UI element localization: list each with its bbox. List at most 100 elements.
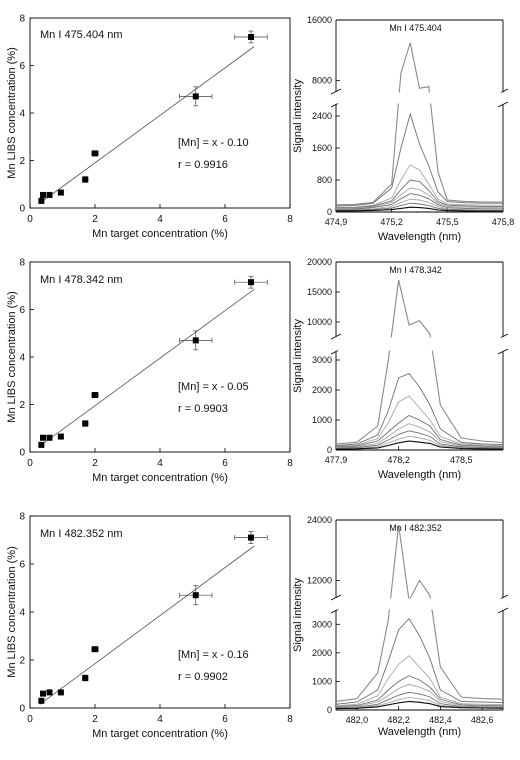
x-tick-label: 482,2	[387, 715, 410, 725]
spectrum-series-6	[335, 193, 503, 210]
fit-equation: [Mn] = x - 0.05	[178, 381, 249, 393]
y-tick-label: 2000	[312, 385, 332, 395]
spectrum-series-5	[335, 423, 504, 449]
spectrum-title: Mn I 478.342	[389, 265, 442, 275]
data-point	[38, 197, 45, 204]
y-tick-label: 2	[19, 156, 25, 167]
spectrum-series-4	[335, 414, 504, 448]
data-point	[57, 433, 64, 440]
correlation-coefficient: r = 0.9903	[178, 403, 228, 415]
y-tick-label: 2000	[312, 648, 332, 658]
y-tick-label: 2	[19, 656, 25, 667]
axis-break-gap	[337, 337, 502, 351]
data-point	[82, 675, 89, 681]
spectrum-series-2	[335, 617, 504, 705]
y-tick-label: 3000	[312, 619, 332, 629]
y-tick-label: 8	[19, 258, 25, 269]
x-tick-label: 2	[92, 458, 98, 469]
y-tick-label: 0	[327, 207, 332, 217]
y-tick-label: 4	[19, 109, 25, 120]
spectrum-baseline	[335, 440, 504, 450]
y-tick-label: 10000	[307, 317, 332, 327]
data-point	[38, 441, 45, 448]
data-point	[38, 697, 45, 704]
calibration-plot-2: 0 2 4 6 8 0 2 4 6 8 Mn I 478.342 nm Mn target conce…	[6, 258, 293, 485]
data-point	[248, 534, 254, 541]
correlation-coefficient: r = 0.9902	[178, 671, 228, 683]
x-axis-label: Wavelength (nm)	[378, 231, 461, 243]
y-tick-label: 8	[19, 512, 25, 523]
data-point	[92, 150, 98, 157]
axis-break-gap	[337, 598, 502, 610]
y-tick-label: 20000	[307, 257, 332, 267]
axis-break-mark	[497, 101, 509, 108]
y-tick-label: 2400	[312, 111, 332, 121]
x-tick-label: 474,9	[325, 217, 348, 227]
axis-break-mark	[330, 594, 342, 601]
x-axis-label: Mn target concentration (%)	[92, 228, 228, 240]
x-tick-label: 478,5	[450, 455, 473, 465]
spectrum-plot-2: 477,9 478,2 478,5 0 1000 2000 3000 10000 15000 20…	[292, 257, 509, 481]
y-tick-label: 0	[327, 705, 332, 715]
spectrum-series-1	[335, 279, 504, 445]
x-axis-label: Mn target concentration (%)	[92, 472, 228, 484]
spectrum-series-6	[335, 430, 504, 449]
plot-frame	[29, 17, 291, 209]
y-tick-label: 6	[19, 560, 25, 571]
spectrum-series-3	[335, 655, 504, 707]
fit-equation: [Mn] = x - 0.16	[178, 649, 249, 661]
spectrum-plot-1: 474,9 475,2 475,5 475,8 0 800 1600 2400 8000 1600…	[292, 15, 514, 243]
y-tick-label: 24000	[307, 515, 332, 525]
spectrum-baseline	[336, 206, 503, 212]
spectrum-series-4	[335, 179, 503, 209]
x-tick-label: 475,2	[380, 217, 403, 227]
x-axis-label: Mn target concentration (%)	[92, 728, 228, 740]
data-point	[248, 34, 254, 40]
x-tick-label: 4	[157, 714, 163, 725]
axis-break-mark	[497, 607, 509, 614]
x-tick-label: 482,0	[346, 715, 369, 725]
y-tick-label: 15000	[307, 287, 332, 297]
axis-break-mark	[330, 88, 342, 95]
y-tick-label: 6	[19, 305, 25, 316]
y-tick-label: 4	[19, 608, 25, 619]
data-point	[248, 279, 254, 286]
data-point	[46, 191, 53, 198]
spectrum-series-6	[335, 691, 504, 709]
y-tick-label: 16000	[307, 15, 332, 25]
data-point	[46, 434, 53, 441]
spectrum-series-5	[335, 683, 504, 708]
data-point	[192, 93, 199, 100]
x-tick-label: 8	[287, 214, 293, 225]
data-point	[82, 176, 89, 183]
fit-line	[39, 46, 255, 204]
y-tick-label: 6	[19, 61, 25, 72]
y-tick-label: 8000	[312, 76, 332, 86]
x-tick-label: 4	[157, 214, 163, 225]
y-axis-label: Mn LIBS concentration (%)	[6, 546, 18, 677]
x-tick-label: 477,9	[325, 455, 348, 465]
fit-line	[39, 545, 255, 705]
x-axis-label: Wavelength (nm)	[378, 469, 461, 481]
x-tick-label: 4	[157, 458, 163, 469]
data-point	[92, 646, 98, 653]
spectrum-series-5	[335, 187, 503, 209]
axis-break-gap	[337, 92, 502, 104]
x-tick-label: 0	[27, 214, 33, 225]
axis-break-mark	[330, 333, 342, 340]
y-axis-label: Signal intensity	[292, 319, 304, 393]
x-tick-label: 2	[92, 214, 98, 225]
calibration-plot-1: 0 2 4 6 8 0 2 4 6 8 Mn I 475.404 nm Mn target conce…	[6, 14, 293, 241]
y-tick-label: 8	[19, 14, 25, 25]
x-tick-label: 482,4	[429, 715, 452, 725]
y-tick-label: 0	[19, 704, 25, 715]
plot-title: Mn I 475.404 nm	[40, 29, 123, 41]
x-tick-label: 6	[222, 214, 228, 225]
spectrum-series-1	[335, 524, 504, 702]
spectrum-series-4	[335, 675, 504, 708]
plot-frame	[29, 261, 291, 453]
spectrum-series-7	[335, 198, 503, 211]
data-point	[57, 689, 64, 696]
y-tick-label: 0	[19, 204, 25, 215]
